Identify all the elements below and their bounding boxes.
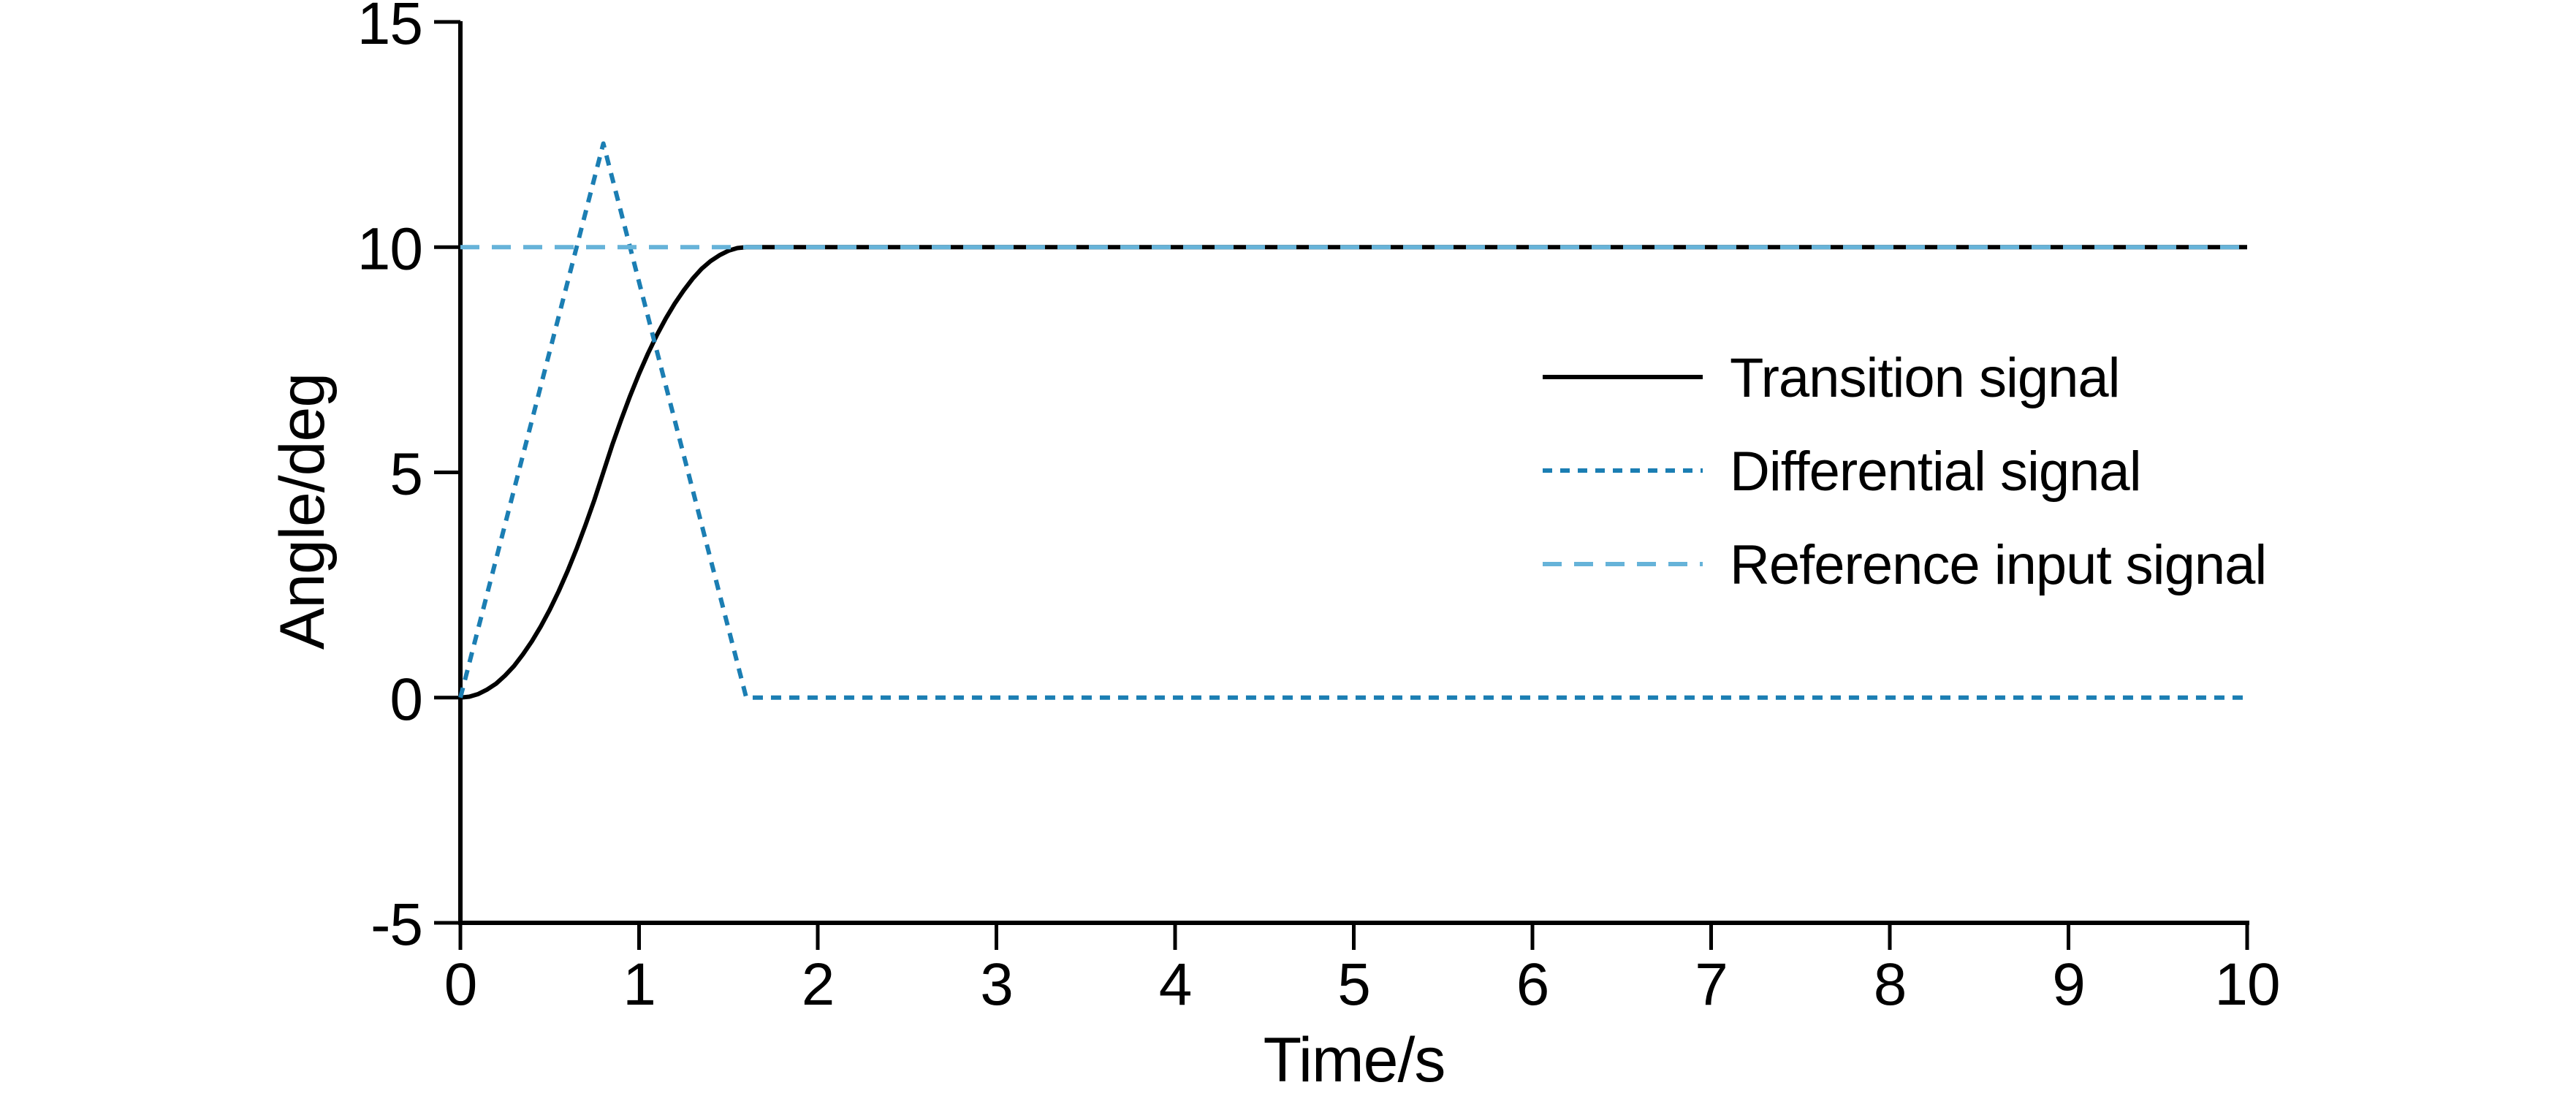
legend-label-reference: Reference input signal (1730, 534, 2266, 596)
x-tick-label: 2 (802, 951, 835, 1018)
y-axis-ticks: -5 0 5 10 15 (357, 0, 460, 958)
legend: Transition signal Differential signal Re… (1543, 347, 2267, 596)
y-tick-label: 15 (357, 0, 422, 57)
y-tick-label: 0 (390, 666, 422, 733)
x-axis-label: Time/s (1264, 1025, 1445, 1095)
legend-label-transition: Transition signal (1730, 347, 2120, 409)
x-tick-label: 0 (444, 951, 477, 1018)
x-tick-label: 1 (623, 951, 656, 1018)
series-lines (458, 141, 2247, 700)
x-tick-label: 4 (1159, 951, 1192, 1018)
series-line-differential-signal (458, 141, 2247, 700)
y-tick-label: 5 (390, 441, 422, 508)
x-tick-label: 10 (2214, 951, 2279, 1018)
legend-item-reference: Reference input signal (1543, 534, 2267, 596)
series-line-transition-signal (460, 245, 2247, 700)
x-tick-label: 8 (1874, 951, 1907, 1018)
legend-item-differential: Differential signal (1543, 441, 2142, 503)
x-axis-ticks: 0 1 2 3 4 5 6 7 8 9 10 (444, 923, 2281, 1018)
y-axis-label: Angle/deg (267, 373, 338, 650)
x-tick-label: 5 (1337, 951, 1370, 1018)
y-tick-label: -5 (371, 891, 422, 958)
legend-label-differential: Differential signal (1730, 441, 2141, 503)
y-tick-label: 10 (357, 216, 422, 282)
x-tick-label: 9 (2052, 951, 2085, 1018)
x-tick-label: 7 (1695, 951, 1728, 1018)
x-tick-label: 6 (1516, 951, 1549, 1018)
legend-item-transition: Transition signal (1543, 347, 2121, 409)
x-tick-label: 3 (980, 951, 1013, 1018)
